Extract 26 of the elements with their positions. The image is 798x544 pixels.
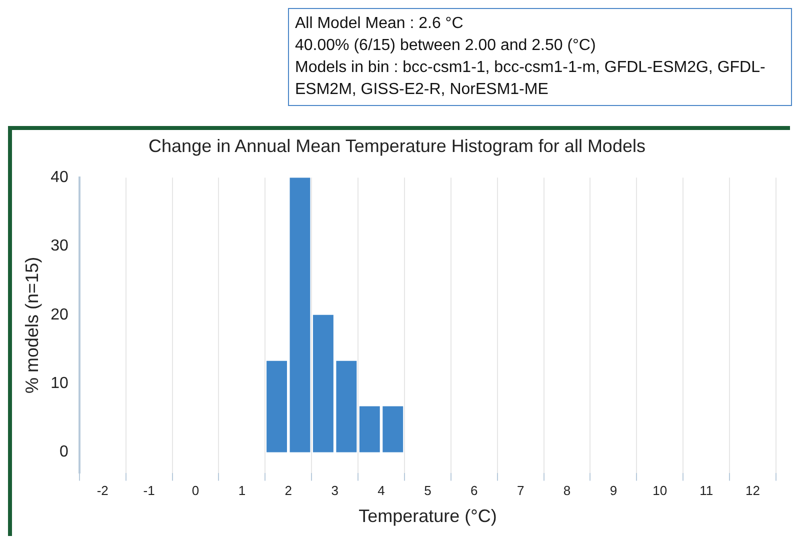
y-axis-title: % models (n=15) bbox=[22, 256, 42, 394]
x-tick-label: 10 bbox=[652, 483, 668, 498]
text: All Model Mean : 2.6 °C bbox=[295, 14, 464, 34]
y-tick-label: 0 bbox=[59, 444, 68, 461]
y-tick-label: 20 bbox=[50, 306, 68, 324]
x-tick-label: 8 bbox=[563, 483, 571, 498]
y-tick-label: 10 bbox=[50, 374, 68, 392]
x-tick-label: -2 bbox=[96, 483, 108, 498]
x-tick-label: 6 bbox=[470, 483, 478, 498]
x-tick-label: 3 bbox=[331, 483, 338, 498]
x-tick-label: 12 bbox=[746, 483, 760, 498]
y-tick-label: 30 bbox=[50, 238, 68, 255]
text: Models in bin : bcc-csm1-1, bcc-csm1-1-m, GFDL-ESM2G, GFDL-ESM2M, GISS-E2-R, NorESM1-ME bbox=[295, 58, 766, 100]
x-tick-label: 1 bbox=[238, 483, 246, 498]
y-tick-label: 40 bbox=[50, 169, 68, 186]
x-tick-label: 9 bbox=[610, 483, 618, 498]
x-tick-label: 7 bbox=[516, 483, 524, 498]
x-axis-title: Temperature (°C) bbox=[358, 506, 497, 526]
x-tick-label: -1 bbox=[143, 483, 155, 498]
x-tick-label: 5 bbox=[424, 483, 432, 498]
x-tick-label: 11 bbox=[700, 483, 714, 498]
text: 40.00% (6/15) between 2.00 and 2.50 (°C) bbox=[295, 36, 597, 56]
x-tick-label: 2 bbox=[284, 483, 292, 498]
x-tick-label: 4 bbox=[378, 483, 385, 498]
chart-title: Change in Annual Mean Temperature Histogram for all Models bbox=[148, 136, 646, 156]
x-tick-label: 0 bbox=[192, 483, 200, 498]
